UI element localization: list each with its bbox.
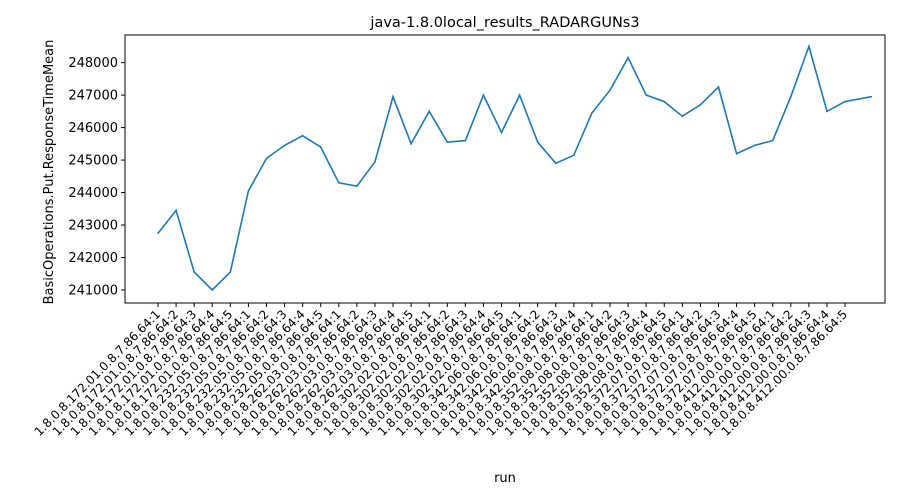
data-point: [870, 95, 873, 98]
y-tick-label: 243000: [68, 219, 118, 234]
x-axis-label: run: [494, 471, 516, 486]
plot-frame: [124, 34, 886, 304]
data-point: [338, 182, 340, 184]
data-point: [573, 154, 575, 156]
data-point: [428, 110, 431, 113]
y-tick-label: 242000: [68, 251, 118, 266]
x-axis-ticks: 1.8.0.8.172.01.0.8.7.86.64:11.8.0.8.172.…: [32, 303, 850, 439]
data-point: [446, 141, 449, 143]
data-point: [717, 86, 720, 88]
y-tick-label: 244000: [68, 186, 118, 201]
data-point: [699, 104, 702, 106]
data-point: [356, 185, 358, 187]
data-point: [844, 100, 846, 103]
data-point: [392, 95, 394, 98]
data-point: [554, 162, 557, 165]
data-point: [301, 134, 304, 137]
data-point: [500, 131, 503, 134]
y-tick-label: 247000: [68, 89, 118, 104]
y-tick-label: 245000: [68, 154, 118, 169]
data-point: [175, 209, 177, 212]
data-point: [283, 144, 286, 147]
data-point: [609, 89, 611, 92]
data-point: [410, 143, 412, 145]
y-axis-label: BasicOperations.Put.ResponseTimeMean: [42, 40, 57, 305]
data-point: [482, 94, 485, 96]
data-point: [464, 139, 467, 142]
data-point: [771, 139, 774, 142]
y-tick-label: 246000: [68, 121, 118, 136]
data-point: [645, 94, 647, 96]
data-point: [663, 100, 666, 103]
data-point: [319, 146, 322, 148]
data-point: [536, 141, 539, 143]
data-point: [518, 94, 521, 96]
y-tick-label: 241000: [68, 284, 118, 299]
data-point: [265, 157, 268, 160]
data-point: [790, 95, 792, 98]
y-tick-label: 248000: [68, 56, 118, 71]
data-point: [374, 160, 376, 163]
data-point: [753, 144, 756, 147]
data-point: [808, 45, 810, 48]
data-point: [735, 152, 738, 155]
data-point: [229, 271, 232, 273]
y-axis-ticks: 241000 242000 243000 244000 245000 246000 2470…: [68, 56, 125, 299]
series-line: [157, 43, 872, 292]
data-point: [627, 56, 629, 59]
data-point: [591, 112, 593, 114]
data-point: [247, 190, 250, 192]
data-point: [157, 232, 159, 234]
data-point: [193, 271, 195, 273]
chart-title: java-1.8.0local_results_RADARGUNs3: [369, 15, 639, 31]
data-point: [826, 110, 828, 113]
data-point: [211, 289, 214, 291]
data-point: [681, 115, 684, 118]
